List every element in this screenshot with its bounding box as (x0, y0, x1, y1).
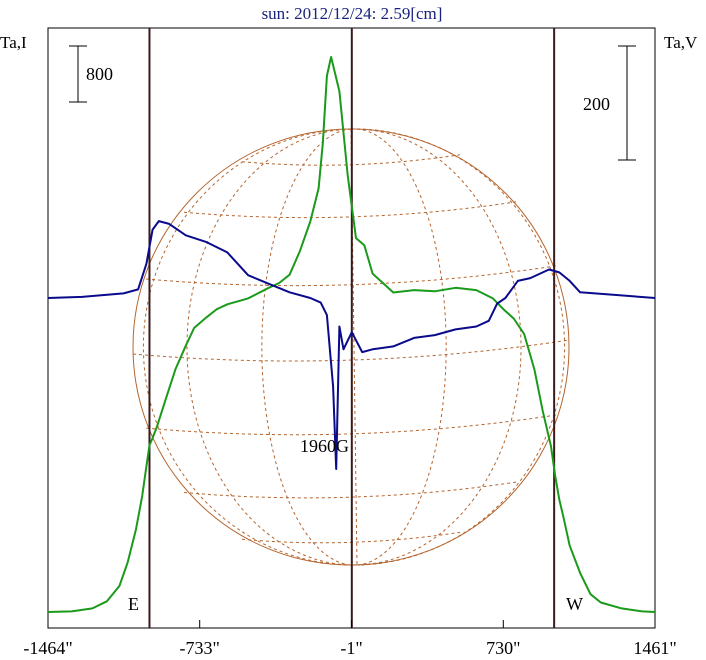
x-tick-label: 1461" (633, 638, 676, 658)
series-line-intensity (47, 56, 656, 613)
limb-west-label: W (566, 594, 583, 614)
x-tick-label: 730" (486, 638, 520, 658)
meridian-line (261, 128, 358, 566)
x-tick-label: -733" (180, 638, 220, 658)
meridian-line (350, 128, 522, 566)
x-tick-label: -1464" (23, 638, 72, 658)
field-strength-annotation: 1960G (300, 436, 349, 456)
x-ticks: -1464" -733" -1" 730" 1461" (23, 620, 677, 658)
series-line-polarization (47, 220, 656, 470)
chart-title: sun: 2012/12/24: 2.59[cm] (262, 4, 443, 23)
limb-lines (148, 28, 556, 628)
left-axis-label: Ta,I (0, 33, 27, 52)
latitude-line (183, 201, 519, 219)
series-group (47, 56, 656, 613)
meridian-line (350, 128, 447, 566)
right-scale-bar-label: 200 (583, 94, 610, 114)
meridian-line (142, 128, 358, 566)
meridian-line (186, 128, 358, 566)
meridian-line (350, 128, 566, 566)
x-tick-label: -1" (340, 638, 362, 658)
latitude-line (183, 481, 519, 499)
right-axis-label: Ta,V (664, 33, 698, 52)
limb-east-label: E (128, 594, 139, 614)
scale-bars: 800 200 (69, 45, 636, 161)
left-scale-bar-label: 800 (86, 64, 113, 84)
